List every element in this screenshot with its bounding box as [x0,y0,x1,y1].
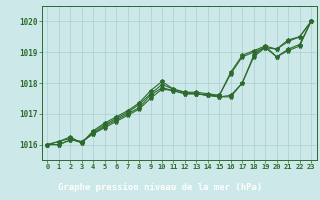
Text: Graphe pression niveau de la mer (hPa): Graphe pression niveau de la mer (hPa) [58,183,262,192]
